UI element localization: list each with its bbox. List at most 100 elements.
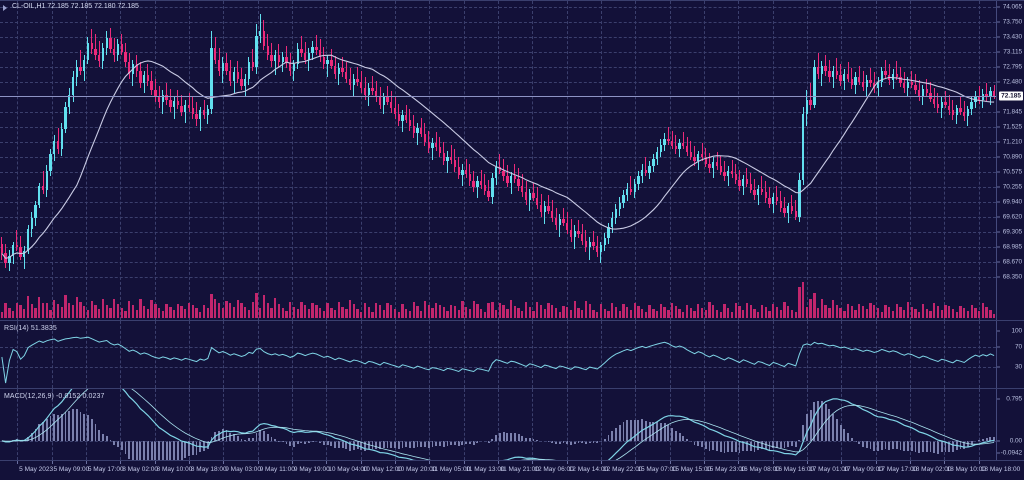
candlestick [82, 1, 86, 320]
time-axis-tick [429, 461, 431, 464]
volume-bar [760, 305, 764, 318]
macd-histogram-bar [802, 425, 805, 441]
candlestick [562, 1, 566, 320]
macd-header-label: MACD(12,26,9) -0.0152 0.0237 [4, 393, 105, 400]
axis-tick [997, 452, 1000, 454]
price-tick-label: 71.845 [1002, 108, 1022, 116]
candle-body [760, 188, 764, 192]
candlestick [67, 1, 71, 320]
candlestick [783, 1, 787, 320]
candlestick [603, 1, 607, 320]
candlestick [34, 1, 38, 320]
candle-wick [675, 135, 677, 155]
macd-histogram-bar [659, 422, 662, 441]
volume-bar [596, 312, 599, 318]
candlestick [176, 1, 180, 320]
macd-plot-area[interactable] [0, 389, 996, 460]
collapse-triangle-icon[interactable] [3, 5, 7, 11]
volume-bar [315, 305, 318, 318]
candlestick [929, 1, 933, 320]
candle-body [903, 83, 906, 89]
price-tick-label: 72.795 [1002, 63, 1022, 71]
price-chart-panel[interactable]: 74.065 73.750 73.430 73.115 72.795 72.480 72.1… [0, 0, 1024, 320]
candle-body [326, 59, 329, 65]
candle-body [644, 169, 648, 174]
candle-wick [274, 50, 276, 76]
candle-body [236, 72, 239, 79]
candle-body [914, 84, 917, 91]
macd-histogram-bar [75, 408, 78, 441]
candlestick [386, 1, 390, 320]
candlestick [820, 1, 824, 320]
candlestick [41, 1, 45, 320]
candle-wick [577, 220, 579, 238]
rsi-axis[interactable]: 100 70 30 [996, 321, 1024, 388]
macd-histogram-bar [293, 440, 295, 447]
candle-body [315, 46, 318, 51]
candle-body [745, 179, 749, 184]
macd-histogram-bar [105, 435, 108, 441]
grid-line-vertical [188, 1, 190, 320]
volume-bar [768, 310, 771, 318]
volume-bar [30, 303, 33, 318]
volume-bar [891, 310, 895, 318]
macd-histogram-bar [862, 440, 864, 447]
candlestick [554, 1, 558, 320]
macd-histogram-bar [498, 432, 501, 441]
grid-line-vertical [291, 321, 293, 388]
grid-line-vertical [257, 1, 259, 320]
macd-histogram-bar [341, 440, 344, 449]
axis-tick [997, 346, 1000, 348]
macd-axis[interactable]: 0.795 0.00 -0.0942 [996, 389, 1024, 460]
candle-body [678, 143, 681, 150]
candlestick [910, 1, 914, 320]
volume-bar [382, 309, 385, 318]
rsi-indicator-panel[interactable]: 100 70 30 RSI(14) 51.3835 [0, 320, 1024, 388]
candle-body [23, 251, 26, 257]
candle-wick [514, 163, 516, 183]
price-axis[interactable]: 74.065 73.750 73.430 73.115 72.795 72.480 72.1… [996, 1, 1024, 320]
volume-bar [521, 311, 524, 318]
grid-line-vertical [394, 1, 396, 320]
volume-bar [8, 307, 11, 318]
candle-body [457, 166, 460, 176]
rsi-plot-area[interactable] [0, 321, 996, 388]
candlestick [382, 1, 386, 320]
candle-body [397, 114, 400, 122]
macd-indicator-panel[interactable]: 0.795 0.00 -0.0942 MACD(12,26,9) -0.0152 0… [0, 388, 1024, 460]
volume-bar [304, 305, 307, 318]
grid-line-vertical [498, 321, 499, 388]
macd-histogram-bar [869, 440, 872, 450]
time-axis-label: 11 May 05:00 [431, 466, 471, 473]
macd-histogram-bar [416, 440, 419, 448]
candlestick [726, 1, 730, 320]
candle-body [899, 77, 902, 84]
candle-body [150, 80, 153, 91]
candle-body [83, 59, 86, 71]
candlestick [487, 1, 491, 320]
volume-bar [925, 308, 928, 318]
volume-bar [412, 301, 415, 318]
current-price-label[interactable]: 72.185 [999, 91, 1023, 101]
volume-bar [191, 305, 194, 318]
time-axis-tick [498, 461, 499, 464]
candle-body [816, 66, 820, 74]
candle-body [906, 81, 910, 89]
candlestick [813, 1, 817, 320]
time-axis[interactable]: 5 May 2023 5 May 09:00 5 May 17:00 8 May 02… [0, 460, 1024, 480]
candlestick [105, 1, 109, 320]
price-plot-area[interactable] [0, 1, 996, 320]
macd-histogram-bar [944, 440, 947, 452]
time-axis-label: 15 May 23:00 [706, 466, 746, 473]
macd-histogram-bar [742, 440, 745, 452]
macd-histogram-bar [573, 440, 576, 444]
volume-bar [187, 303, 191, 318]
macd-histogram-bar [513, 432, 516, 441]
time-axis-tick [394, 461, 396, 464]
rsi-tick-label: 70 [1014, 343, 1022, 351]
grid-line-vertical [738, 321, 740, 388]
volume-bar [865, 309, 868, 318]
candle-wick [574, 225, 576, 249]
macd-histogram-bar [117, 440, 119, 447]
macd-histogram-bar [820, 400, 823, 441]
